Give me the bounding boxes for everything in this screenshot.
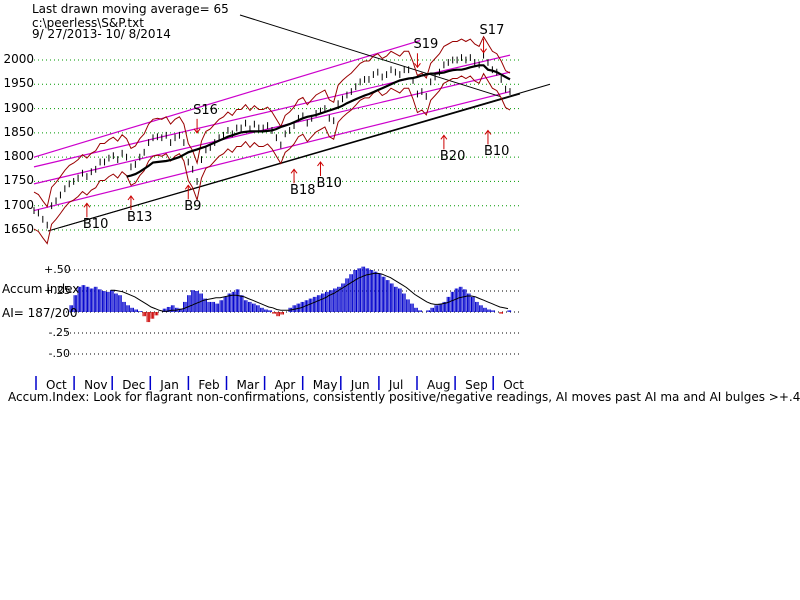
- signal-arrowhead: [480, 48, 487, 54]
- accum-title: Accum Index: [2, 282, 80, 296]
- accum-tick-label: +.50: [44, 263, 71, 276]
- signal-arrowhead: [414, 62, 421, 69]
- month-label: Oct: [46, 378, 67, 392]
- channel-lower-line: [33, 90, 511, 212]
- accum-tick-label: -.50: [48, 347, 70, 360]
- signal-label-s17: S17: [479, 22, 505, 38]
- month-label: Dec: [122, 378, 146, 392]
- signal-label-s19: S19: [413, 37, 439, 53]
- channel-top-line: [33, 39, 421, 158]
- accum-tick-label: +.25: [44, 284, 71, 297]
- month-label: Mar: [236, 378, 260, 392]
- signal-label-s16: S16: [193, 102, 218, 118]
- file-path: c:\peerless\S&P.txt: [32, 16, 144, 30]
- price-tick-label: 1800: [3, 149, 34, 164]
- month-label: Apr: [274, 378, 296, 392]
- price-tick-label: 2000: [3, 52, 34, 66]
- month-label: Jun: [350, 378, 370, 392]
- signal-arrowhead: [440, 134, 448, 140]
- channel-upper-line: [33, 54, 511, 168]
- month-label: May: [312, 378, 338, 392]
- month-label: Nov: [84, 378, 108, 392]
- lower-envelope: [33, 72, 511, 245]
- resistance-line: [239, 14, 501, 97]
- month-label: Aug: [427, 378, 451, 392]
- upper-envelope: [33, 35, 511, 208]
- signal-arrowhead: [127, 195, 135, 201]
- support-line-2: [59, 93, 521, 229]
- price-tick-label: 1650: [3, 222, 34, 236]
- month-label: Feb: [198, 378, 220, 392]
- signal-label-b20: B20: [439, 149, 466, 165]
- accum-tick-label: -.25: [48, 326, 70, 339]
- ai-label: AI= 187/200: [2, 306, 78, 320]
- chart-title: Last drawn moving average= 65: [32, 2, 229, 16]
- signal-arrowhead: [317, 161, 324, 167]
- signal-label-b18: B18: [290, 183, 316, 199]
- signal-arrowhead: [83, 202, 91, 208]
- month-label: Oct: [503, 378, 524, 392]
- ma65-line: [126, 64, 511, 178]
- month-label: Sep: [465, 378, 488, 392]
- signal-label-b9: B9: [184, 199, 202, 215]
- signal-label-b10: B10: [82, 217, 109, 233]
- date-range: 9/ 27/2013- 10/ 8/2014: [32, 27, 171, 41]
- signal-arrowhead: [484, 129, 492, 135]
- signal-arrowhead: [184, 184, 192, 190]
- price-tick-label: 1750: [3, 173, 34, 188]
- signal-arrowhead: [193, 128, 201, 134]
- price-tick-label: 1850: [3, 124, 34, 139]
- signal-label-b10: B10: [483, 144, 510, 160]
- price-tick-label: 1700: [3, 197, 34, 212]
- signal-label-b10: B10: [316, 176, 342, 191]
- month-label: Jan: [160, 378, 179, 392]
- signal-arrowhead: [290, 168, 298, 174]
- footer-note: Accum.Index: Look for flagrant non-confi…: [8, 390, 800, 404]
- month-label: Jul: [388, 378, 404, 392]
- price-tick-label: 1950: [3, 76, 34, 91]
- signal-label-b13: B13: [126, 210, 153, 225]
- accum-ma-line: [110, 272, 509, 312]
- price-tick-label: 1900: [3, 100, 34, 115]
